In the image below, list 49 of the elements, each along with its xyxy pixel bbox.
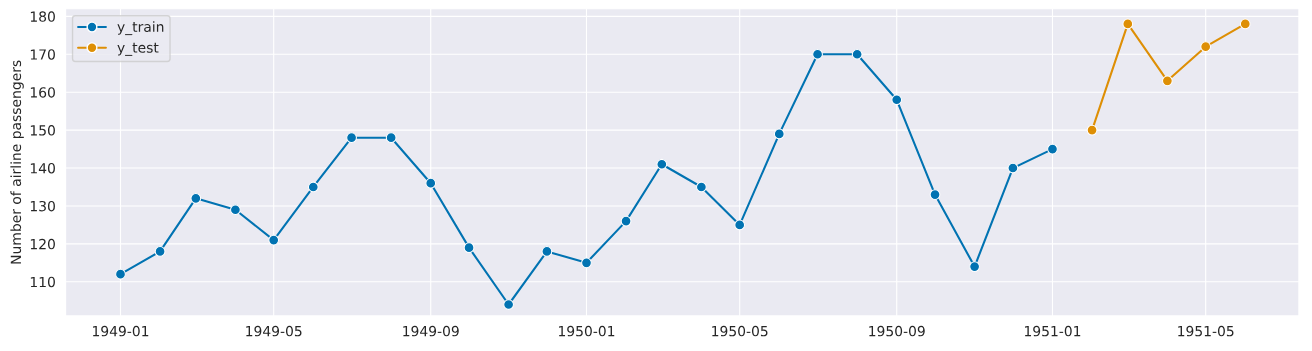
y-tick-label: 110: [30, 276, 55, 288]
y-tick-label: 170: [30, 49, 55, 60]
point: [1239, 18, 1251, 30]
point: [346, 132, 357, 144]
x-tick-label: 1949-01: [93, 325, 149, 337]
y-tick-label: 150: [30, 125, 55, 136]
y-axis-title: Number of airline passengers: [10, 60, 24, 264]
point: [1122, 18, 1134, 30]
point: [463, 242, 475, 254]
x-tick-label: 1950-01: [559, 325, 615, 337]
x-tick-label: 1951-01: [1024, 325, 1081, 337]
point: [307, 181, 319, 193]
x-tick-label: 1951-05: [1178, 325, 1234, 337]
point: [851, 48, 863, 60]
x-tick-label: 1950-05: [712, 325, 768, 337]
point: [1047, 143, 1058, 155]
point: [190, 192, 202, 204]
legend-label: y_test: [117, 42, 159, 56]
point: [929, 189, 941, 200]
point: [230, 204, 241, 216]
point: [581, 257, 592, 269]
y-tick-label: 180: [30, 11, 55, 22]
y-tick-label: 120: [30, 238, 55, 250]
point: [696, 181, 707, 193]
point: [1162, 75, 1173, 87]
point: [503, 299, 514, 310]
point: [773, 128, 785, 140]
point: [734, 219, 746, 231]
y-tick-label: 140: [30, 162, 55, 174]
point: [620, 215, 632, 227]
point: [425, 177, 437, 189]
point: [385, 132, 397, 144]
y-tick-label: 130: [30, 200, 55, 212]
x-tick-label: 1950-09: [869, 325, 925, 337]
point: [115, 268, 126, 280]
point: [891, 94, 903, 106]
x-tick-label: 1949-09: [403, 325, 459, 337]
point: [268, 234, 280, 246]
point: [1007, 162, 1019, 174]
point: [541, 246, 553, 257]
point: [812, 48, 823, 60]
point: [969, 261, 980, 272]
point: [154, 246, 166, 257]
point: [656, 158, 668, 170]
x-tick-label: 1949-05: [246, 325, 302, 337]
legend-label: y_train: [117, 21, 164, 36]
y-tick-label: 160: [30, 87, 55, 98]
point: [1086, 124, 1098, 136]
point: [1200, 41, 1212, 53]
